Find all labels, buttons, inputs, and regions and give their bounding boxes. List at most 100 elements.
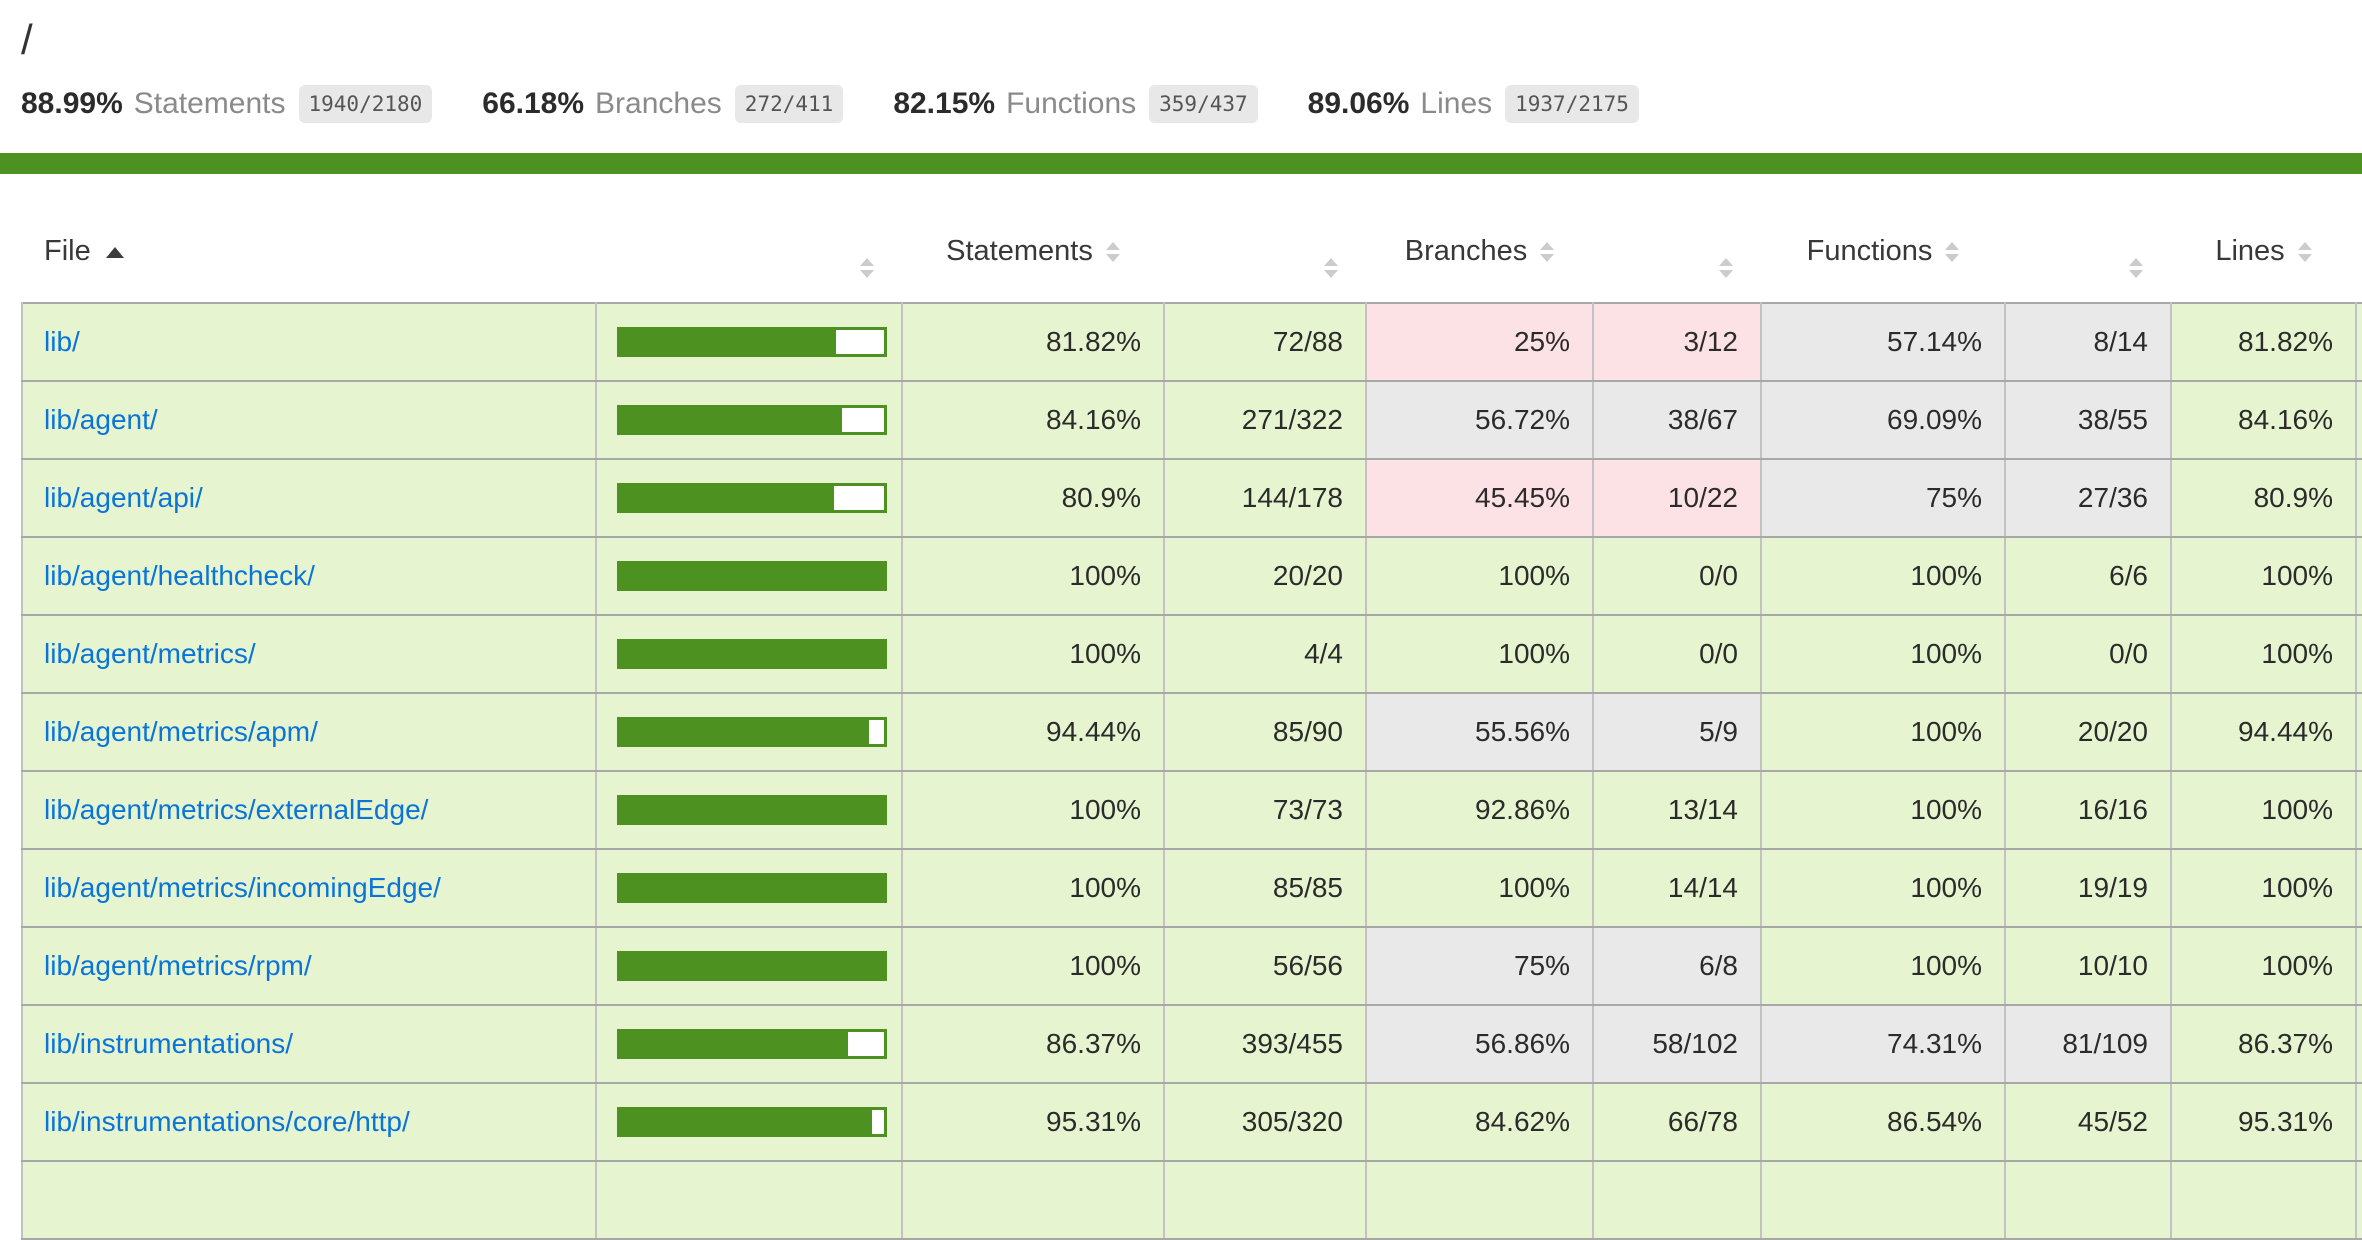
file-cell: lib/agent/: [21, 379, 597, 460]
coverage-bar: [617, 326, 887, 357]
coverage-bar: [617, 482, 887, 513]
coverage-bar-cell: [595, 1081, 903, 1162]
summary-metric-branches: 66.18% Branches 272/411: [482, 84, 844, 123]
functions-pct-cell: 86.54%: [1760, 1081, 2006, 1162]
statements-fraction-cell: 73/73: [1163, 769, 1367, 850]
coverage-bar-cell: [595, 925, 903, 1006]
coverage-bar-fill: [620, 641, 884, 666]
coverage-bar: [617, 1028, 887, 1059]
coverage-bar-cell: [595, 301, 903, 382]
coverage-bar-fill: [620, 719, 870, 744]
lines-fraction-cell: [2355, 925, 2362, 1006]
statements-fraction-cell: 144/178: [1163, 457, 1367, 538]
coverage-bar-cell: [595, 1159, 903, 1240]
coverage-bar-cell: [595, 535, 903, 616]
file-cell: lib/instrumentations/: [21, 1003, 597, 1084]
summary-metric-statements: 88.99% Statements 1940/2180: [21, 84, 433, 123]
coverage-bar: [617, 404, 887, 435]
lines-fraction-cell: [2355, 691, 2362, 772]
lines-pct-cell: 86.37%: [2170, 1003, 2357, 1084]
statements-fraction-cell: 271/322: [1163, 379, 1367, 460]
file-cell: lib/: [21, 301, 597, 382]
coverage-bar-fill: [620, 1031, 849, 1056]
summary-metric-lines: 89.06% Lines 1937/2175: [1308, 84, 1639, 123]
coverage-bar-cell: [595, 379, 903, 460]
table-body: lib/81.82% 72/88 25% 3/12 57.14% 8/14 81.82% li…: [21, 301, 2362, 1240]
functions-pct-cell: 74.31%: [1760, 1003, 2006, 1084]
lines-pct-cell: 100%: [2170, 847, 2357, 928]
lines-pct-cell: [2170, 1159, 2357, 1240]
table-row: lib/agent/metrics/100% 4/4 100% 0/0 100% 0/0 1…: [21, 613, 2362, 694]
file-link[interactable]: lib/agent/metrics/: [44, 637, 256, 669]
coverage-bar: [617, 716, 887, 747]
statements-fraction-cell: 4/4: [1163, 613, 1367, 694]
column-header-functions-fraction[interactable]: [2005, 173, 2171, 303]
column-header-chart[interactable]: [596, 173, 902, 303]
column-header-branches-fraction[interactable]: [1593, 173, 1761, 303]
functions-pct-cell: 75%: [1760, 457, 2006, 538]
metric-fraction-badge: 1940/2180: [298, 84, 433, 123]
branches-pct-cell: 56.86%: [1365, 1003, 1594, 1084]
sort-icon: [1540, 241, 1555, 262]
lines-pct-cell: 100%: [2170, 925, 2357, 1006]
page-title: /: [21, 16, 33, 63]
file-link[interactable]: lib/agent/metrics/incomingEdge/: [44, 871, 441, 903]
branches-pct-cell: 84.62%: [1365, 1081, 1594, 1162]
table-row: lib/agent/healthcheck/100% 20/20 100% 0/0 10…: [21, 535, 2362, 616]
file-link[interactable]: lib/agent/healthcheck/: [44, 559, 315, 591]
file-link[interactable]: lib/agent/metrics/externalEdge/: [44, 793, 429, 825]
statements-fraction-cell: 56/56: [1163, 925, 1367, 1006]
lines-pct-cell: 95.31%: [2170, 1081, 2357, 1162]
functions-pct-cell: 100%: [1760, 847, 2006, 928]
file-cell: lib/agent/metrics/externalEdge/: [21, 769, 597, 850]
file-link[interactable]: lib/instrumentations/core/http/: [44, 1105, 410, 1137]
statements-pct-cell: 100%: [901, 769, 1165, 850]
coverage-bar-cell: [595, 769, 903, 850]
file-cell: lib/agent/metrics/rpm/: [21, 925, 597, 1006]
table-row: lib/agent/metrics/externalEdge/100% 73/73…: [21, 769, 2362, 850]
sort-icon: [2129, 257, 2143, 278]
file-link[interactable]: lib/agent/metrics/rpm/: [44, 949, 312, 981]
branches-pct-cell: 45.45%: [1365, 457, 1594, 538]
functions-pct-cell: 100%: [1760, 769, 2006, 850]
file-link[interactable]: lib/instrumentations/: [44, 1027, 294, 1059]
functions-fraction-cell: 27/36: [2004, 457, 2172, 538]
coverage-bar-cell: [595, 1003, 903, 1084]
statements-pct-cell: 100%: [901, 535, 1165, 616]
file-link[interactable]: lib/agent/api/: [44, 481, 203, 513]
file-link[interactable]: lib/agent/metrics/apm/: [44, 715, 318, 747]
column-header-file[interactable]: File: [22, 173, 596, 303]
column-header-label: Lines: [2215, 235, 2285, 267]
column-header-functions[interactable]: Functions: [1761, 173, 2005, 303]
file-link[interactable]: lib/: [44, 325, 80, 357]
functions-fraction-cell: 81/109: [2004, 1003, 2172, 1084]
lines-pct-cell: 94.44%: [2170, 691, 2357, 772]
column-header-statements[interactable]: Statements: [902, 173, 1164, 303]
metric-pct: 66.18%: [482, 86, 585, 120]
column-header-label: Branches: [1404, 235, 1528, 267]
functions-fraction-cell: 6/6: [2004, 535, 2172, 616]
branches-fraction-cell: 66/78: [1592, 1081, 1762, 1162]
column-header-lines[interactable]: Lines: [2171, 173, 2356, 303]
column-header-lines-fraction[interactable]: [2356, 173, 2362, 303]
coverage-bar-fill: [620, 563, 884, 588]
branches-fraction-cell: 5/9: [1592, 691, 1762, 772]
lines-pct-cell: 84.16%: [2170, 379, 2357, 460]
functions-pct-cell: 100%: [1760, 925, 2006, 1006]
file-link[interactable]: lib/agent/: [44, 403, 158, 435]
coverage-table: File Statements Branches Func: [21, 173, 2362, 1240]
branches-fraction-cell: 0/0: [1592, 535, 1762, 616]
branches-pct-cell: 75%: [1365, 925, 1594, 1006]
sort-ascending-icon: [105, 246, 124, 258]
statements-pct-cell: 84.16%: [901, 379, 1165, 460]
metric-label: Lines: [1420, 86, 1493, 120]
functions-pct-cell: 100%: [1760, 613, 2006, 694]
coverage-bar-fill: [620, 329, 836, 354]
column-header-statements-fraction[interactable]: [1164, 173, 1366, 303]
functions-pct-cell: 69.09%: [1760, 379, 2006, 460]
functions-fraction-cell: 45/52: [2004, 1081, 2172, 1162]
branches-pct-cell: 100%: [1365, 535, 1594, 616]
column-header-branches[interactable]: Branches: [1366, 173, 1593, 303]
lines-fraction-cell: [2355, 769, 2362, 850]
column-header-label: File: [44, 235, 91, 267]
